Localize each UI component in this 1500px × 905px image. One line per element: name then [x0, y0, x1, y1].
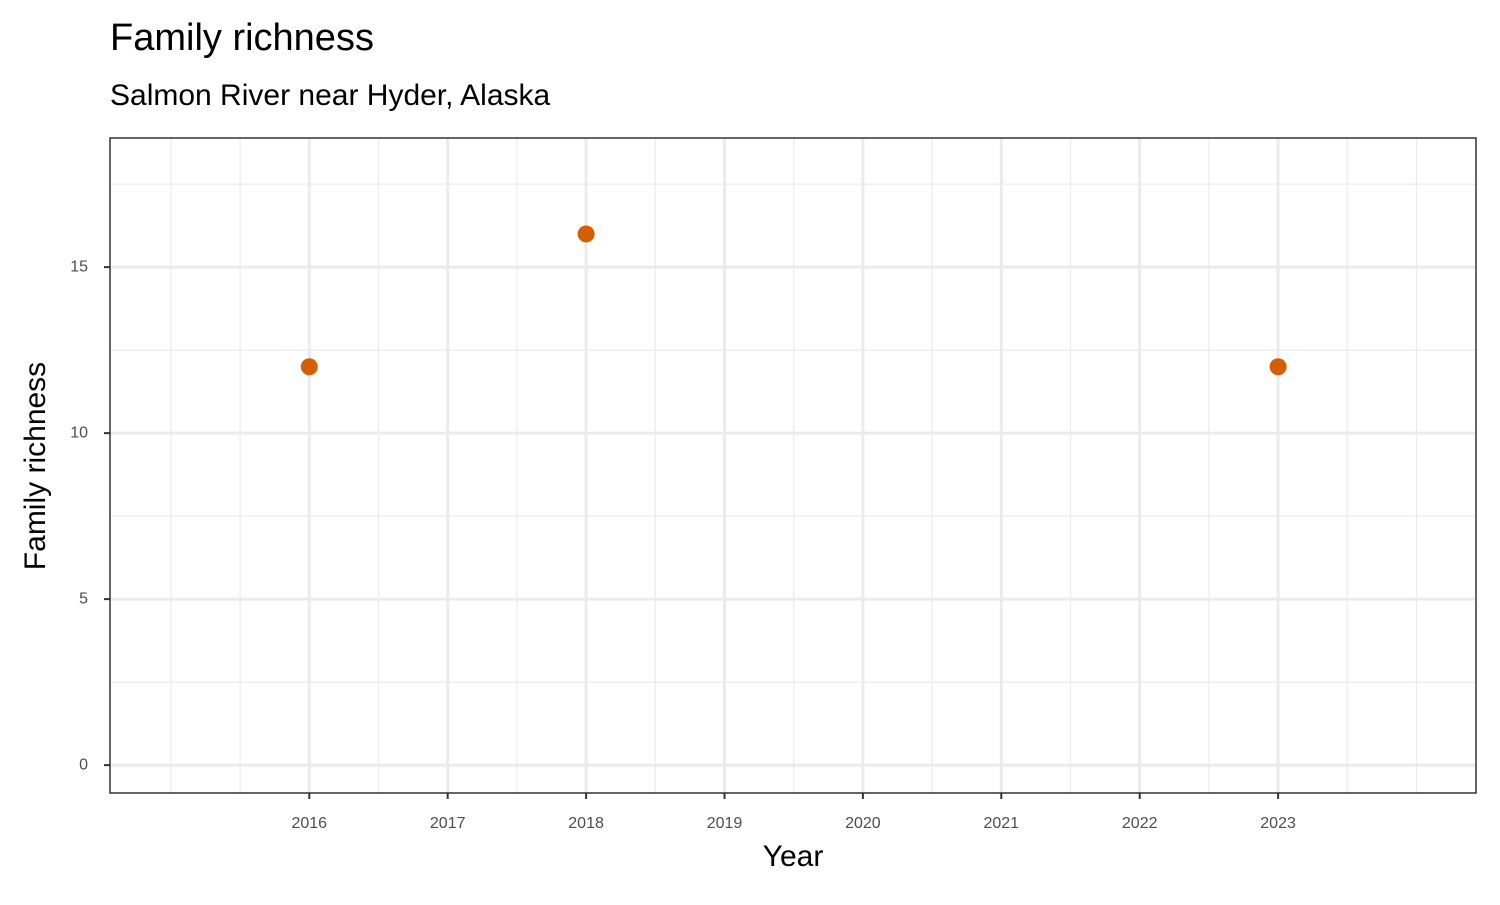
axes: 2016 2017 2018 2019 2020 2021 2022 2023 0 5 10 15 — [70, 258, 1296, 832]
panel-border — [109, 137, 1477, 794]
x-tick-label: 2021 — [983, 815, 1019, 832]
grid — [110, 138, 1476, 793]
x-tick-label: 2022 — [1122, 815, 1158, 832]
y-tick-label: 15 — [70, 258, 88, 275]
point — [300, 358, 318, 376]
x-tick-label: 2020 — [845, 815, 881, 832]
y-tick-label: 5 — [79, 590, 88, 607]
x-tick-label: 2023 — [1260, 815, 1296, 832]
x-axis-label: Year — [763, 840, 824, 873]
x-tick-label: 2019 — [707, 815, 743, 832]
point — [577, 225, 595, 243]
x-tick-label: 2018 — [568, 815, 604, 832]
chart-subtitle: Salmon River near Hyder, Alaska — [110, 79, 551, 112]
y-axis-label: Family richness — [19, 362, 52, 570]
chart-title: Family richness — [110, 17, 374, 59]
x-tick-label: 2016 — [291, 815, 327, 832]
y-tick-label: 0 — [79, 756, 88, 773]
x-tick-label: 2017 — [430, 815, 466, 832]
y-tick-label: 10 — [70, 424, 88, 441]
point — [1269, 358, 1287, 376]
marks — [300, 225, 1287, 376]
